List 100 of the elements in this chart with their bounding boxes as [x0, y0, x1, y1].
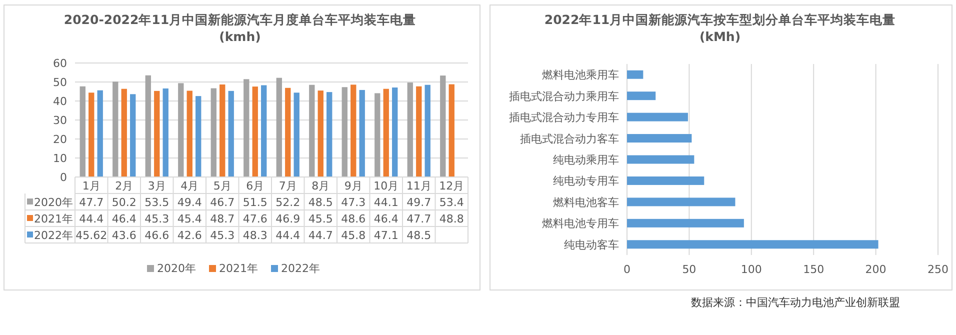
bar — [374, 93, 380, 177]
data-label: 49.7 — [406, 196, 432, 209]
bar — [627, 240, 878, 249]
bar — [244, 79, 250, 177]
data-label: 46.9 — [276, 212, 300, 226]
bar — [228, 90, 234, 177]
chart-subtitle: (kmh) — [219, 29, 261, 44]
x-tick-label: 2月 — [115, 180, 134, 192]
bar — [424, 84, 430, 177]
data-label: 46.4 — [112, 212, 136, 226]
bar — [318, 90, 324, 177]
bar — [196, 96, 202, 177]
data-label: 44.4 — [276, 229, 300, 242]
data-label: 49.4 — [177, 196, 202, 209]
data-label: 44.7 — [308, 229, 333, 242]
y-tick-label: 插电式混合动力专用车 — [509, 111, 619, 124]
bar — [627, 112, 688, 122]
bar — [162, 88, 168, 177]
chart-title: 2020-2022年11月中国新能源汽车月度单台车平均装车电量 — [64, 12, 416, 27]
data-label: 53.5 — [144, 196, 170, 209]
y-tick-label: 40 — [53, 95, 67, 108]
data-label: 47.7 — [406, 212, 432, 226]
data-label: 48.6 — [341, 212, 366, 226]
bar — [210, 88, 216, 177]
y-tick-label: 纯电动专用车 — [553, 174, 619, 188]
x-tick-label: 100 — [740, 263, 762, 276]
y-tick-label: 纯电动客车 — [564, 238, 619, 252]
bar — [309, 84, 315, 177]
bar — [88, 92, 94, 177]
x-tick-label: 9月 — [344, 180, 362, 192]
bar — [448, 84, 454, 177]
bar — [121, 88, 127, 177]
x-tick-label: 11月 — [406, 180, 432, 192]
text: 2022年 — [281, 262, 320, 275]
bar — [261, 85, 267, 177]
data-label: 45.4 — [177, 212, 202, 226]
x-tick-label: 12月 — [439, 180, 464, 192]
bar — [252, 86, 258, 177]
legend-label: 2020年 — [34, 196, 73, 209]
data-label: 45.62 — [76, 229, 108, 242]
bar — [342, 87, 348, 177]
bar — [220, 84, 226, 177]
data-label: 47.1 — [374, 229, 398, 242]
source-note: 数据来源：中国汽车动力电池产业创新联盟 — [691, 296, 900, 309]
data-label: 48.3 — [242, 229, 268, 242]
data-label: 45.3 — [144, 212, 170, 226]
x-tick-label: 250 — [928, 263, 948, 276]
bar — [627, 155, 694, 164]
data-label: 45.3 — [210, 229, 235, 242]
bar — [326, 92, 332, 177]
data-label: 46.6 — [144, 229, 170, 242]
legend-label: 2021年 — [34, 212, 73, 226]
x-tick-label: 0 — [624, 263, 630, 276]
x-tick-label: 1月 — [82, 180, 100, 192]
bar — [154, 90, 160, 177]
y-tick-label: 30 — [53, 114, 67, 127]
x-tick-label: 200 — [865, 263, 886, 276]
bar — [627, 70, 644, 79]
data-label: 45.8 — [341, 229, 366, 242]
data-label: 42.6 — [177, 229, 202, 242]
legend-label: 2022年 — [34, 229, 73, 242]
bar — [627, 218, 744, 228]
data-label: 47.3 — [341, 196, 366, 209]
bar — [350, 84, 356, 177]
x-tick-label: 50 — [682, 263, 696, 276]
text: 2021年 — [219, 262, 258, 275]
bar — [627, 134, 692, 143]
y-tick-label: 50 — [53, 76, 67, 89]
bar — [294, 92, 300, 177]
x-tick-label: 7月 — [278, 180, 297, 192]
bar — [383, 88, 389, 177]
y-tick-label: 60 — [53, 57, 67, 70]
bar — [440, 76, 446, 177]
text: 2020年 — [157, 262, 196, 275]
bar — [178, 83, 184, 177]
bar — [145, 75, 151, 177]
x-tick-label: 8月 — [312, 180, 330, 192]
bar — [80, 86, 86, 177]
x-tick-label: 3月 — [148, 180, 166, 192]
data-label: 46.4 — [374, 212, 398, 226]
bar — [392, 88, 398, 177]
y-tick-label: 燃料电池乘用车 — [542, 68, 619, 82]
y-tick-label: 燃料电池专用车 — [542, 217, 619, 230]
bar — [112, 82, 118, 177]
y-tick-label: 20 — [53, 133, 67, 146]
data-label: 44.1 — [374, 196, 398, 209]
y-tick-label: 插电式混合动力乘用车 — [509, 90, 619, 103]
x-tick-label: 10月 — [374, 180, 399, 192]
y-tick-label: 10 — [53, 152, 67, 165]
chart-subtitle: (kMh) — [699, 29, 741, 44]
bar — [627, 176, 704, 185]
bar — [285, 88, 291, 177]
bar — [130, 94, 136, 177]
y-tick-label: 插电式混合动力客车 — [520, 132, 619, 146]
data-label: 53.4 — [439, 196, 464, 209]
x-tick-label: 4月 — [180, 180, 199, 192]
x-tick-label: 6月 — [246, 180, 264, 192]
chart-title: 2022年11月中国新能源汽车按车型划分单台车平均装车电量 — [544, 12, 896, 27]
data-label: 47.7 — [79, 196, 104, 209]
data-label: 51.5 — [242, 196, 268, 209]
